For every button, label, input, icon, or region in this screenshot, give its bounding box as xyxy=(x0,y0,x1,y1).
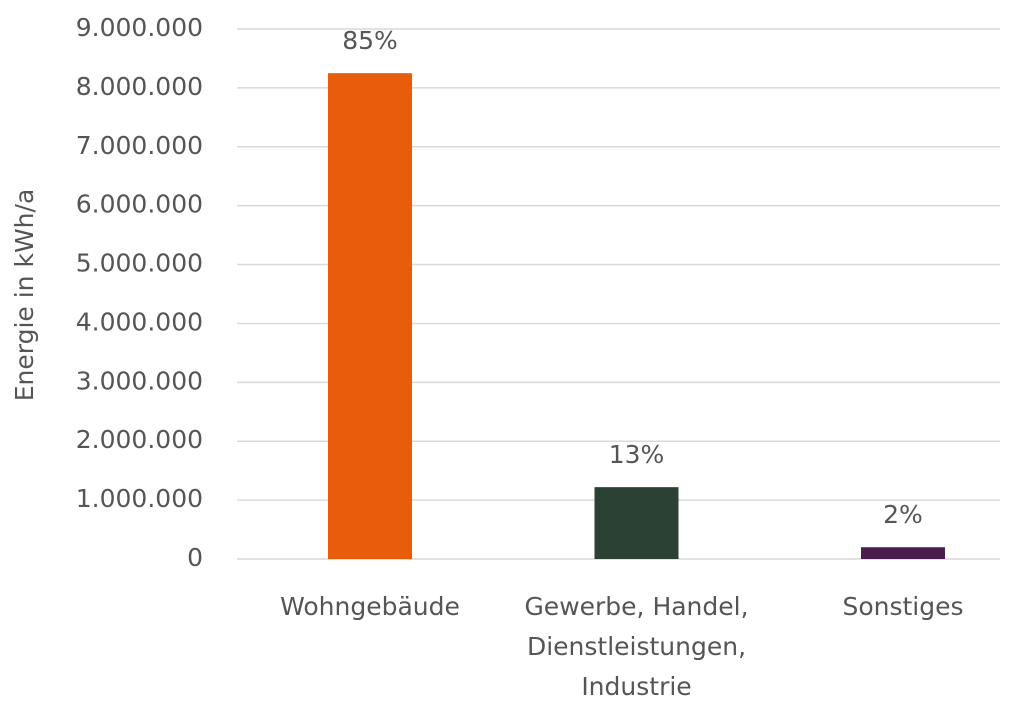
data-label: 2% xyxy=(883,500,923,529)
y-axis-label: Energie in kWh/a xyxy=(10,189,39,402)
y-tick-label: 4.000.000 xyxy=(76,307,203,336)
y-tick-label: 9.000.000 xyxy=(76,13,203,42)
y-tick-label: 7.000.000 xyxy=(76,131,203,160)
y-tick-label: 3.000.000 xyxy=(76,366,203,395)
y-tick-label: 2.000.000 xyxy=(76,425,203,454)
y-tick-label: 8.000.000 xyxy=(76,72,203,101)
x-tick-label: Sonstiges xyxy=(842,592,964,621)
x-tick-label: Wohngebäude xyxy=(280,592,460,621)
y-tick-label: 1.000.000 xyxy=(76,484,203,513)
bar xyxy=(594,487,679,559)
y-tick-label: 5.000.000 xyxy=(76,249,203,278)
x-tick-label: Gewerbe, Handel, Dienstleistungen, Indus… xyxy=(524,592,749,701)
y-tick-label: 6.000.000 xyxy=(76,190,203,219)
data-label: 13% xyxy=(609,440,665,469)
bar xyxy=(328,73,412,560)
y-tick-label: 0 xyxy=(187,543,203,572)
bar xyxy=(861,547,945,559)
data-label: 85% xyxy=(342,26,398,55)
